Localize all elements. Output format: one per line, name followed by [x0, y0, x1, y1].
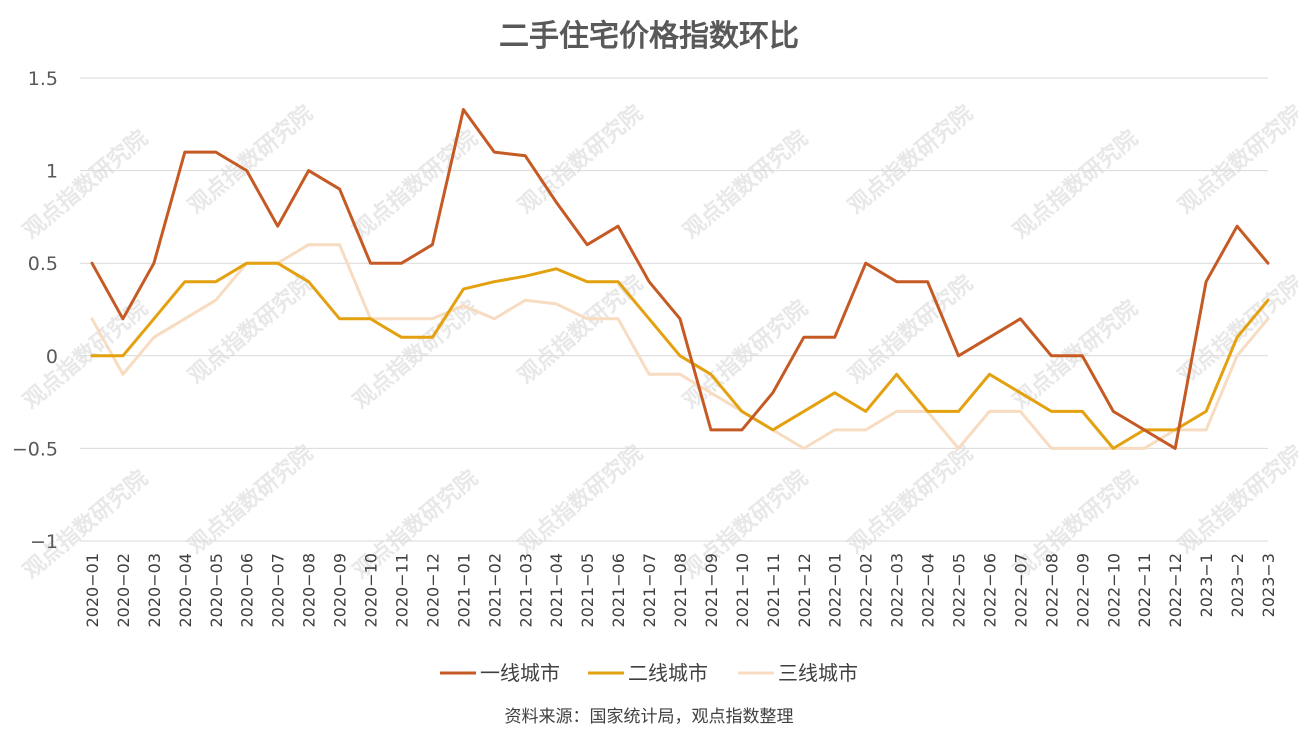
x-tick-label: 2022−05 — [950, 553, 969, 627]
y-tick-label: 1 — [46, 161, 58, 183]
watermark-text: 观点指数研究院 — [183, 100, 318, 219]
watermark-text: 观点指数研究院 — [843, 270, 978, 389]
x-tick-label: 2021−08 — [671, 553, 690, 627]
x-tick-label: 2021−09 — [702, 553, 721, 627]
legend-label: 三线城市 — [778, 661, 858, 685]
x-axis-ticks: 2020−01 2020−02 2020−03 2020−04 2020−05 2020−… — [83, 553, 1278, 627]
x-tick-label: 2023−1 — [1197, 553, 1216, 617]
x-tick-label: 2020−07 — [269, 553, 288, 627]
series-lines — [90, 108, 1270, 450]
x-tick-label: 2020−05 — [207, 553, 226, 627]
x-tick-label: 2022−12 — [1166, 553, 1185, 627]
x-tick-label: 2020−03 — [145, 553, 164, 627]
series-line-一线城市 — [90, 108, 1270, 450]
x-tick-label: 2022−11 — [1135, 553, 1154, 627]
chart-title: 二手住宅价格指数环比 — [499, 19, 799, 54]
series-line-三线城市 — [90, 243, 1270, 450]
x-tick-label: 2023−2 — [1228, 553, 1247, 617]
x-tick-label: 2021−06 — [609, 553, 628, 627]
x-tick-label: 2020−10 — [362, 553, 381, 627]
watermark-text: 观点指数研究院 — [18, 125, 153, 244]
watermark-text: 观点指数研究院 — [843, 100, 978, 219]
x-tick-label: 2022−09 — [1073, 553, 1092, 627]
watermark-text: 观点指数研究院 — [18, 295, 153, 414]
x-tick-label: 2021−10 — [733, 553, 752, 627]
legend-label: 一线城市 — [480, 661, 560, 685]
watermark-text: 观点指数研究院 — [1173, 270, 1298, 389]
x-tick-label: 2020−06 — [238, 553, 257, 627]
watermark-text: 观点指数研究院 — [183, 270, 318, 389]
legend: 一线城市 二线城市 三线城市 — [440, 661, 858, 685]
legend-label: 二线城市 — [628, 661, 708, 685]
x-tick-label: 2022−08 — [1042, 553, 1061, 627]
watermark-text: 观点指数研究院 — [348, 125, 483, 244]
x-tick-label: 2022−03 — [888, 553, 907, 627]
x-tick-label: 2021−12 — [795, 553, 814, 627]
y-axis-ticks: 1.5 1 0.5 0 −0.5 −1 — [12, 68, 58, 553]
x-tick-label: 2020−04 — [176, 553, 195, 627]
x-tick-label: 2023−3 — [1259, 553, 1278, 617]
watermark-text: 观点指数研究院 — [1173, 100, 1298, 219]
watermark-text: 观点指数研究院 — [513, 100, 648, 219]
watermark-text: 观点指数研究院 — [513, 270, 648, 389]
watermark-text: 观点指数研究院 — [1008, 125, 1143, 244]
x-tick-label: 2020−11 — [392, 553, 411, 627]
x-tick-label: 2022−10 — [1104, 553, 1123, 627]
x-tick-label: 2022−02 — [857, 553, 876, 627]
x-tick-label: 2021−04 — [547, 553, 566, 627]
x-tick-label: 2022−07 — [1011, 553, 1030, 627]
x-tick-label: 2021−11 — [764, 553, 783, 627]
source-note: 资料来源：国家统计局，观点指数整理 — [505, 707, 794, 727]
x-tick-label: 2022−06 — [980, 553, 999, 627]
x-tick-label: 2021−01 — [454, 553, 473, 627]
y-tick-label: −1 — [30, 531, 58, 553]
watermark-layer: 观点指数研究院 观点指数研究院 观点指数研究院 观点指数研究院 观点指数研究院 观点指数研… — [18, 100, 1298, 584]
watermark-text: 观点指数研究院 — [678, 125, 813, 244]
x-tick-label: 2020−01 — [83, 553, 102, 627]
x-tick-label: 2020−02 — [114, 553, 133, 627]
x-tick-label: 2020−08 — [300, 553, 319, 627]
x-tick-label: 2022−04 — [919, 553, 938, 627]
y-tick-label: 0.5 — [28, 253, 58, 275]
y-tick-label: 0 — [46, 346, 58, 368]
x-tick-label: 2022−01 — [826, 553, 845, 627]
x-tick-label: 2021−05 — [578, 553, 597, 627]
y-tick-label: −0.5 — [12, 438, 58, 460]
x-tick-label: 2020−12 — [423, 553, 442, 627]
x-tick-label: 2020−09 — [331, 553, 350, 627]
x-tick-label: 2021−07 — [640, 553, 659, 627]
x-tick-label: 2021−02 — [485, 553, 504, 627]
series-line-二线城市 — [90, 261, 1270, 450]
y-tick-label: 1.5 — [28, 68, 58, 90]
x-tick-label: 2021−03 — [516, 553, 535, 627]
